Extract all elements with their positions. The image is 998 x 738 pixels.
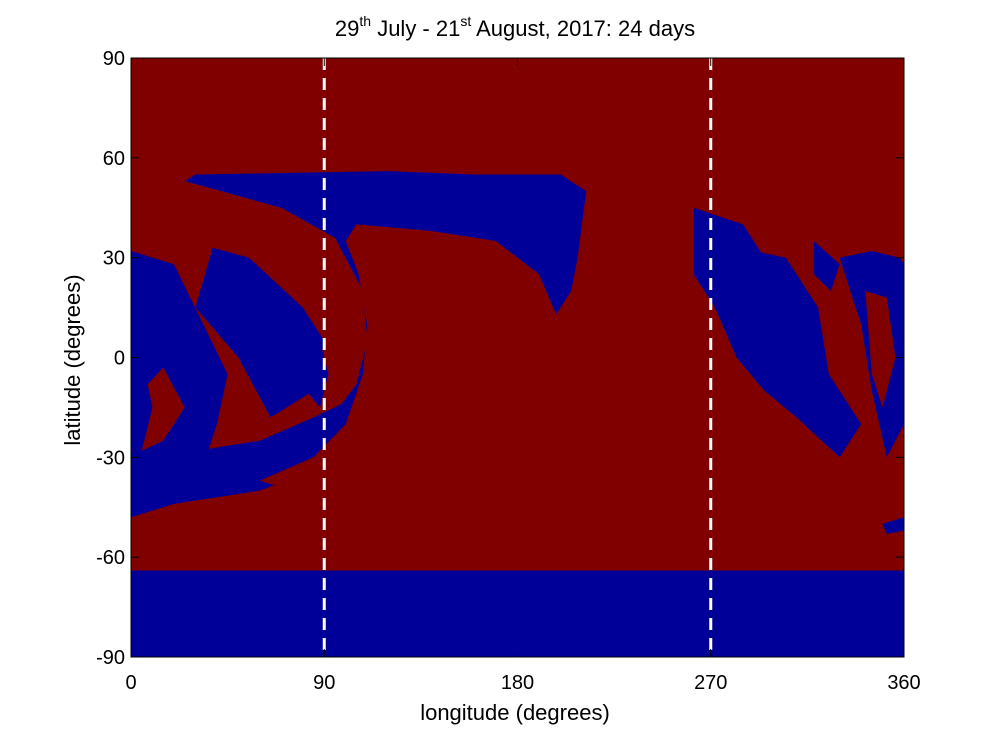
region-low-7	[131, 330, 153, 451]
y-tick-label-30: 30	[103, 248, 125, 270]
region-low-13	[693, 207, 862, 458]
region-high-2	[259, 224, 567, 488]
region-high-8	[448, 284, 479, 391]
region-low-17	[882, 517, 904, 534]
x-axis-label: longitude (degrees)	[420, 700, 610, 725]
region-high-9	[508, 340, 557, 431]
x-axis: 0 90 180 270 360	[125, 58, 921, 694]
y-axis: 90 60 30 0 -30 -60 -90	[96, 48, 904, 669]
region-high-15	[865, 290, 896, 408]
y-tick-label-0: 0	[114, 348, 125, 370]
region-high-11	[453, 410, 466, 431]
y-axis-label: latitude (degrees)	[60, 274, 85, 445]
y-tick-label--30: -30	[96, 447, 125, 469]
region-low-0	[131, 570, 904, 657]
x-tick-label-270: 270	[694, 672, 727, 694]
region-high-6	[141, 367, 185, 451]
x-tick-label-90: 90	[313, 672, 335, 694]
chart-title: 29th July - 21st August, 2017: 24 days	[335, 13, 695, 41]
region-low-16	[813, 241, 840, 291]
y-tick-label--90: -90	[96, 647, 125, 669]
title-part-3: August, 2017: 24 days	[471, 16, 695, 41]
plot-area	[131, 58, 904, 657]
x-tick-label-0: 0	[125, 672, 136, 694]
y-tick-label-60: 60	[103, 148, 125, 170]
region-low-4	[195, 247, 325, 418]
x-tick-label-360: 360	[887, 672, 920, 694]
y-tick-label--60: -60	[96, 547, 125, 569]
y-tick-label-90: 90	[103, 48, 125, 70]
title-part-1: 29	[335, 16, 359, 41]
x-tick-label-180: 180	[501, 672, 534, 694]
region-high-10	[560, 307, 608, 418]
title-sup-1: th	[359, 13, 371, 29]
title-sup-2: st	[460, 13, 471, 29]
title-part-2: July - 21	[371, 16, 460, 41]
region-low-5	[277, 284, 329, 408]
